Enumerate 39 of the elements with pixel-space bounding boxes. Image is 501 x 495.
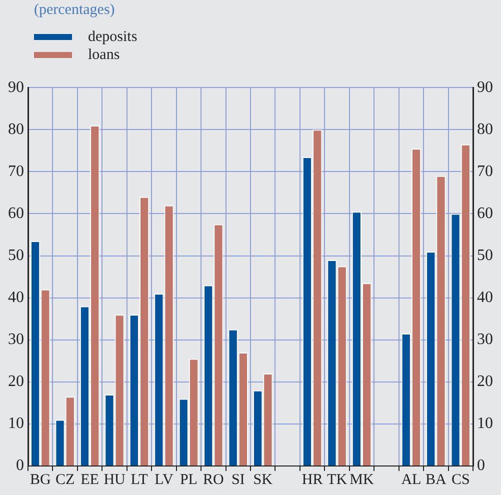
y2-tick-label: 70 bbox=[477, 162, 493, 180]
x-tick-label: LV bbox=[154, 472, 174, 488]
y-tick-label: 60 bbox=[8, 204, 24, 222]
y2-tick-label: 40 bbox=[477, 289, 493, 306]
x-tick-label: PL bbox=[180, 472, 198, 488]
y-tick-label: 70 bbox=[8, 162, 24, 180]
x-tick-label: HU bbox=[104, 472, 126, 488]
x-tick-label: BG bbox=[30, 472, 51, 488]
y2-tick-label: 80 bbox=[477, 120, 493, 138]
x-tick-label: LT bbox=[130, 472, 148, 488]
y-tick-label: 30 bbox=[8, 331, 24, 348]
x-tick-label: TK bbox=[327, 472, 348, 488]
x-tick-label: RO bbox=[202, 472, 224, 488]
x-tick-label: CZ bbox=[55, 472, 75, 488]
x-tick-label: BA bbox=[425, 472, 446, 488]
y2-tick-label: 50 bbox=[477, 246, 493, 264]
x-tick-label: SK bbox=[253, 472, 273, 488]
legend-label: loans bbox=[88, 46, 120, 64]
y2-tick-label: 0 bbox=[477, 457, 485, 474]
y-tick-label: 90 bbox=[8, 78, 24, 96]
y-tick-label: 80 bbox=[8, 120, 24, 138]
y-tick-label: 0 bbox=[16, 457, 24, 474]
chart-subtitle: (percentages) bbox=[33, 1, 116, 20]
x-tick-label: SI bbox=[231, 472, 245, 488]
x-tick-label: MK bbox=[350, 472, 374, 488]
y-tick-label: 20 bbox=[8, 373, 24, 390]
y-tick-label: 50 bbox=[8, 246, 24, 264]
y-tick-label: 40 bbox=[8, 289, 24, 306]
y-tick-label: 10 bbox=[8, 415, 24, 432]
x-tick-label: CS bbox=[451, 472, 470, 488]
y2-tick-label: 90 bbox=[477, 78, 493, 96]
y2-tick-label: 10 bbox=[477, 415, 493, 432]
legend-label: deposits bbox=[88, 28, 138, 46]
x-tick-label: EE bbox=[80, 472, 99, 488]
y2-tick-label: 20 bbox=[477, 373, 493, 390]
x-tick-label: HR bbox=[302, 472, 323, 488]
y2-tick-label: 60 bbox=[477, 204, 493, 222]
y2-tick-label: 30 bbox=[477, 331, 493, 348]
x-tick-label: AL bbox=[401, 472, 422, 488]
